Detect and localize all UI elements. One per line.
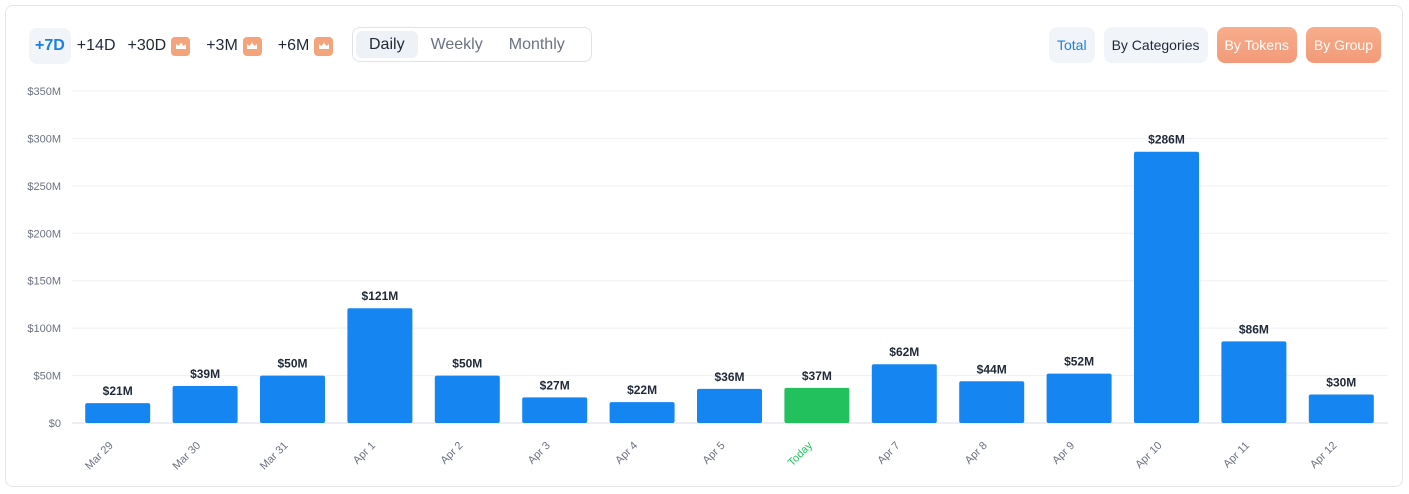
- x-tick-label: Mar 31: [258, 440, 291, 473]
- period-weekly-button[interactable]: Weekly: [430, 35, 483, 53]
- data-label: $121M: [362, 289, 399, 303]
- bar: [871, 364, 937, 423]
- x-tick-label: Apr 7: [875, 440, 902, 467]
- range-30d-label: +30D: [127, 37, 167, 54]
- bar: [697, 388, 762, 423]
- data-label: $27M: [540, 378, 570, 392]
- view-by-group-button[interactable]: By Group: [1305, 27, 1381, 63]
- bar: [522, 397, 588, 423]
- period-daily-button[interactable]: Daily: [356, 31, 418, 58]
- view-total-button[interactable]: Total: [1049, 27, 1095, 63]
- bar: [1221, 341, 1287, 423]
- crown-icon: [242, 36, 262, 56]
- data-label: $286M: [1148, 133, 1185, 147]
- bar: [347, 308, 413, 423]
- y-tick-label: $50M: [33, 371, 61, 383]
- range-3m-label: +3M: [206, 37, 238, 54]
- range-6m-button[interactable]: +6M: [272, 28, 344, 64]
- y-tick-label: $200M: [27, 228, 61, 240]
- x-tick-label: Apr 4: [613, 440, 640, 467]
- y-tick-label: $100M: [27, 323, 61, 335]
- x-tick-label: Apr 5: [701, 440, 728, 467]
- bar: [1046, 373, 1112, 423]
- x-tick-label: Apr 11: [1221, 440, 1252, 471]
- y-tick-label: $0: [49, 418, 61, 430]
- bar: [1308, 394, 1374, 423]
- bar: [959, 381, 1025, 423]
- crown-icon: [314, 36, 334, 56]
- x-tick-label: Apr 12: [1308, 440, 1339, 471]
- period-toggle: Daily Weekly Monthly: [352, 27, 592, 62]
- bar: [85, 403, 151, 423]
- data-label: $39M: [190, 367, 220, 381]
- bar: [1134, 151, 1199, 424]
- data-label: $86M: [1239, 322, 1269, 336]
- bar: [434, 375, 500, 423]
- x-tick-label: Apr 10: [1133, 440, 1164, 471]
- data-label: $21M: [103, 384, 133, 398]
- data-label: $37M: [802, 369, 832, 383]
- y-tick-label: $350M: [27, 86, 61, 98]
- data-label: $22M: [627, 383, 657, 397]
- x-tick-label: Apr 9: [1050, 440, 1077, 467]
- x-tick-label: Apr 1: [351, 440, 378, 467]
- y-tick-label: $300M: [27, 133, 61, 145]
- x-tick-label: Apr 8: [963, 440, 990, 467]
- range-6m-label: +6M: [277, 37, 310, 54]
- bar: [260, 375, 325, 423]
- range-3m-button[interactable]: +3M: [200, 28, 272, 64]
- crown-icon: [171, 36, 191, 56]
- data-label: $52M: [1064, 355, 1094, 369]
- bar: [784, 387, 850, 423]
- x-tick-label: Today: [786, 439, 816, 469]
- range-30d-button[interactable]: +30D: [122, 28, 201, 64]
- range-7d-button[interactable]: +7D: [29, 28, 71, 64]
- bar: [172, 386, 238, 423]
- x-tick-label: Apr 3: [526, 440, 553, 467]
- view-by-tokens-button[interactable]: By Tokens: [1216, 27, 1297, 63]
- x-tick-label: Mar 30: [171, 440, 204, 473]
- data-label: $30M: [1326, 376, 1356, 390]
- x-tick-label: Apr 2: [438, 440, 465, 467]
- view-selector: Total By Categories By Tokens By Group: [1040, 27, 1381, 63]
- y-tick-label: $250M: [27, 181, 61, 193]
- period-monthly-button[interactable]: Monthly: [508, 35, 565, 53]
- range-14d-button[interactable]: +14D: [71, 28, 122, 64]
- bar: [609, 402, 675, 423]
- x-tick-label: Mar 29: [83, 440, 116, 473]
- range-14d-label: +14D: [76, 37, 116, 54]
- data-label: $36M: [714, 370, 744, 384]
- data-label: $44M: [977, 362, 1007, 376]
- view-by-categories-button[interactable]: By Categories: [1103, 27, 1208, 63]
- y-tick-label: $150M: [27, 276, 61, 288]
- time-range-selector: +7D +14D +30D +3M +6M: [29, 28, 343, 64]
- data-label: $50M: [277, 357, 307, 371]
- range-7d-label: +7D: [35, 37, 65, 54]
- data-label: $50M: [452, 357, 482, 371]
- data-label: $62M: [889, 345, 919, 359]
